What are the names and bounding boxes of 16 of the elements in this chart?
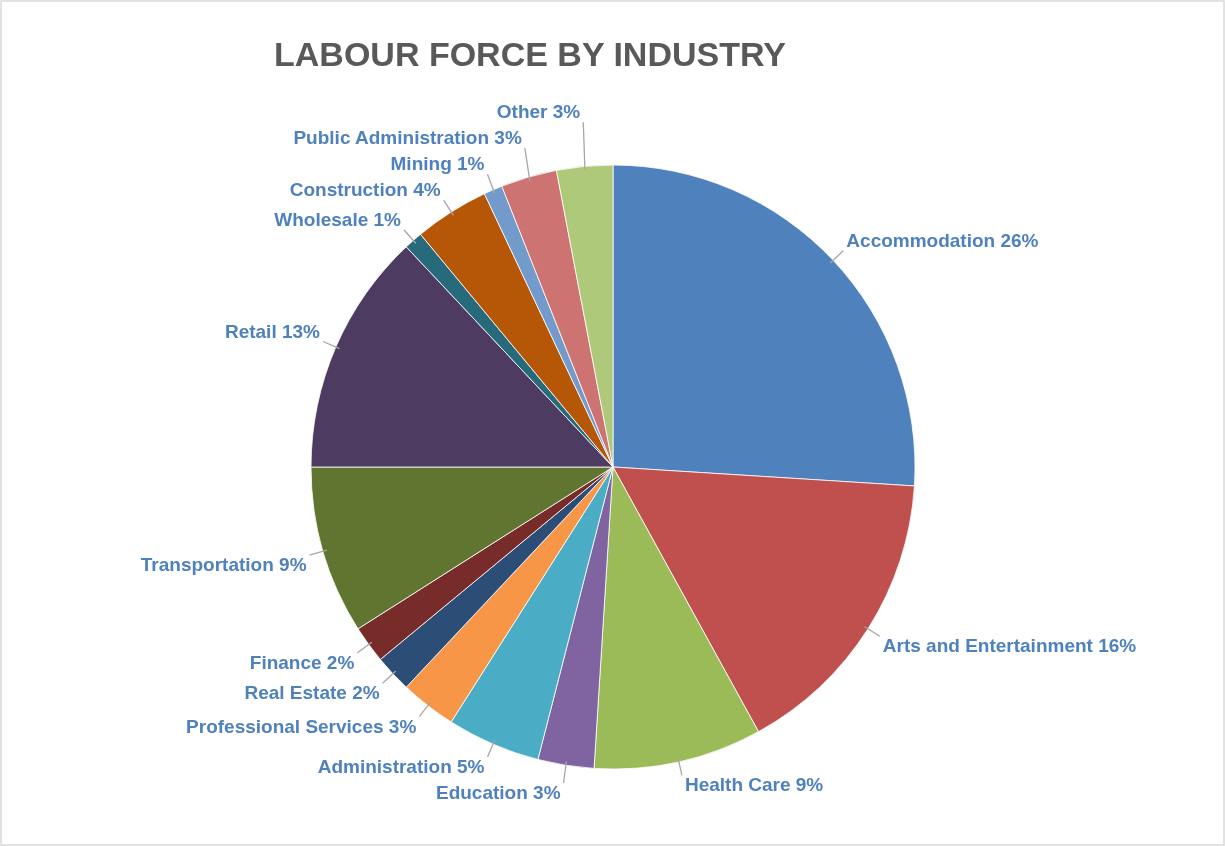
slice-label: Retail 13% bbox=[224, 320, 321, 342]
slice-label: Finance 2% bbox=[249, 651, 355, 673]
slice-label: Wholesale 1% bbox=[274, 208, 402, 230]
slice-label: Public Administration 3% bbox=[293, 127, 522, 149]
slice-label: Transportation 9% bbox=[140, 554, 307, 576]
slice-label: Other 3% bbox=[496, 101, 581, 123]
slice-label: Construction 4% bbox=[289, 179, 441, 201]
slice-label: Education 3% bbox=[435, 782, 561, 804]
slice-label: Arts and Entertainment 16% bbox=[882, 635, 1137, 657]
slice-label: Accommodation 26% bbox=[846, 229, 1039, 251]
slice-label: Mining 1% bbox=[390, 153, 485, 175]
chart-title: LABOUR FORCE BY INDUSTRY bbox=[274, 35, 787, 73]
slice-label: Health Care 9% bbox=[684, 774, 824, 796]
slice-label: Administration 5% bbox=[317, 756, 485, 778]
slice-label: Professional Services 3% bbox=[186, 715, 417, 737]
slice-label: Real Estate 2% bbox=[244, 682, 380, 704]
